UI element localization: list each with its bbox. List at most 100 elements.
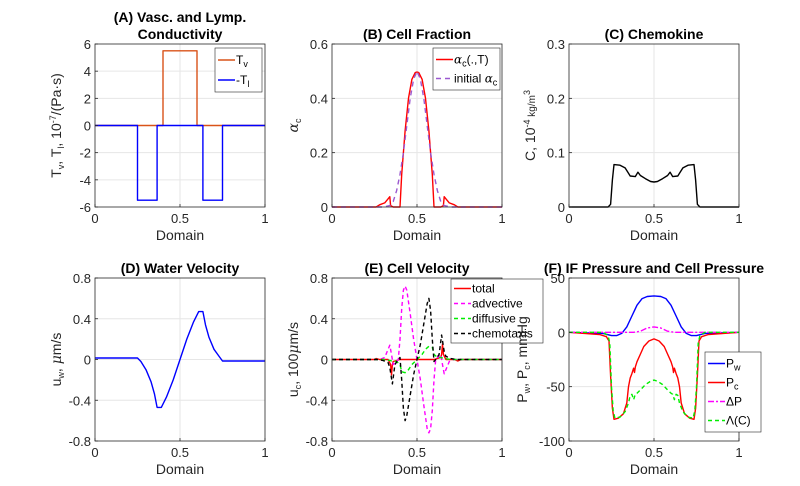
y-tick-label: -0.4: [69, 393, 91, 408]
x-tick-label: 1: [261, 211, 268, 226]
x-tick-label: 0: [565, 211, 572, 226]
y-axis-label: αc: [286, 118, 303, 132]
y-axis-label-part: l: [56, 147, 66, 149]
series-line-chemotaxis: [332, 297, 502, 422]
y-tick-label: 0.4: [73, 312, 91, 327]
y-axis-label: Pw, Pc, mmHg: [514, 316, 532, 402]
y-tick-label: -0.8: [69, 434, 91, 449]
legend-entry-part: l: [247, 79, 249, 89]
y-tick-label: 0: [84, 353, 91, 368]
y-axis-label-part: v: [56, 164, 66, 169]
chart-title: (E) Cell Velocity: [364, 260, 469, 276]
x-tick-label: 0.5: [645, 445, 663, 460]
legend-entry-part: P: [726, 357, 734, 371]
series-line-alpha-c-t-: [332, 71, 502, 208]
x-tick-label: 0.5: [408, 445, 426, 460]
y-axis-label-part: c: [293, 118, 303, 123]
chart-title: (B) Cell Fraction: [363, 26, 471, 42]
legend-entry-part: ΔP: [726, 395, 742, 409]
y-tick-label: -0.8: [306, 434, 328, 449]
x-tick-label: 1: [498, 445, 505, 460]
legend-entry-part: total: [472, 282, 495, 296]
subplot-B: 0 0.5 100.20.40.6(B) Cell FractionDomainαc…: [286, 26, 506, 243]
legend-entry-part: v: [243, 59, 248, 69]
legend-entry: ΔP: [726, 395, 742, 409]
series-line-p-c: [568, 331, 740, 420]
x-tick-label: 0.5: [645, 211, 663, 226]
y-tick-label: -100: [539, 434, 565, 449]
legend-box: [450, 278, 544, 344]
y-axis-label-part: kg/m: [527, 95, 538, 119]
y-axis-label-part: , 10: [48, 123, 64, 147]
x-tick-label: 1: [261, 445, 268, 460]
y-tick-label: 0: [558, 200, 565, 215]
legend-entry-part: c: [493, 78, 498, 88]
y-tick-label: 0.3: [547, 37, 565, 52]
chart-title: Conductivity: [138, 26, 223, 42]
x-tick-label: 0: [91, 445, 98, 460]
y-tick-label: -0.4: [306, 393, 328, 408]
legend-entry: total: [472, 282, 495, 296]
y-tick-label: 0: [321, 200, 328, 215]
series-line-t-v: [95, 50, 265, 127]
legend-entry-part: P: [726, 376, 734, 390]
legend-entry-part: c: [462, 59, 467, 69]
y-axis-label-part: P: [514, 393, 530, 402]
y-axis-label-part: , P: [514, 370, 530, 387]
y-axis-label-part: /(Pa·s): [48, 73, 64, 115]
legend-entry-part: Λ(C): [726, 414, 751, 428]
chart-title: (D) Water Velocity: [121, 260, 240, 276]
legend-entry: Pw: [726, 357, 741, 373]
x-tick-label: 1: [735, 211, 742, 226]
y-axis-label-part: μ: [286, 345, 302, 354]
series-line--t-l: [95, 124, 265, 201]
subplot-E: 0 0.5 1 -0.8 -0.4 0 0.4 0.8 (E) Cell Velocity Dom…: [285, 260, 544, 477]
y-axis-label-part: μ: [49, 355, 65, 364]
legend-entry-part: diffusive: [472, 312, 516, 326]
series-line-lambda-c-: [569, 331, 739, 419]
x-axis-label: Domain: [393, 227, 441, 243]
subplot-C: 0 0.5 1 0 0.1 0.2 0.3 (C) Chemokine Domain C, 10-…: [522, 26, 743, 243]
x-tick-label: 0.5: [171, 211, 189, 226]
x-tick-label: 0: [91, 211, 98, 226]
legend-entry: Tv: [236, 53, 248, 69]
y-axis-label-part: u: [48, 379, 64, 387]
y-tick-label: -6: [79, 200, 91, 215]
legend-entry-part: -T: [236, 73, 248, 87]
legend-box: [704, 351, 762, 433]
x-tick-label: 0: [328, 445, 335, 460]
y-axis-label: uc, 100μm/s: [285, 322, 303, 397]
y-axis-label-part: α: [286, 122, 302, 132]
y-axis-label-part: C, 10: [522, 127, 538, 161]
y-axis-label-part: w: [56, 372, 66, 380]
y-axis-label-part: , T: [48, 148, 64, 165]
y-tick-label: 0: [84, 119, 91, 134]
legend-entry: Λ(C): [726, 414, 751, 428]
legend-entry: advective: [472, 297, 523, 311]
y-axis-label-part: ,: [48, 364, 64, 372]
y-tick-label: -4: [79, 173, 91, 188]
legend: Tv -Tl: [214, 47, 263, 93]
y-tick-label: 6: [84, 37, 91, 52]
series-line-p-w: [568, 295, 740, 337]
legend-entry-part: chemotaxis: [472, 327, 533, 341]
legend-entry-part: α: [485, 72, 493, 86]
y-tick-label: 0.8: [73, 271, 91, 286]
y-tick-label: 0.2: [310, 146, 328, 161]
y-axis-label-part: m/s: [285, 322, 301, 345]
x-tick-label: 0.5: [171, 445, 189, 460]
y-tick-label: 0.2: [547, 91, 565, 106]
x-axis-label: Domain: [630, 461, 678, 477]
legend-entry-part: w: [733, 363, 741, 373]
y-axis-label-part: T: [48, 169, 64, 178]
x-axis-label: Domain: [156, 461, 204, 477]
subplot-F: 0 0.5 1 -100 -50 0 50(F) IF Pressure and Cell …: [514, 260, 764, 477]
series-line-initial-alpha-c: [332, 70, 502, 208]
legend-entry: αc(.,T): [454, 53, 489, 69]
legend-entry-part: c: [734, 382, 739, 392]
subplot-D: 0 0.5 1 -0.8 -0.4 0 0.4 0.8 (D) Water Velocity Do…: [48, 260, 269, 477]
y-axis-label-part: u: [285, 389, 301, 397]
x-tick-label: 0.5: [408, 211, 426, 226]
